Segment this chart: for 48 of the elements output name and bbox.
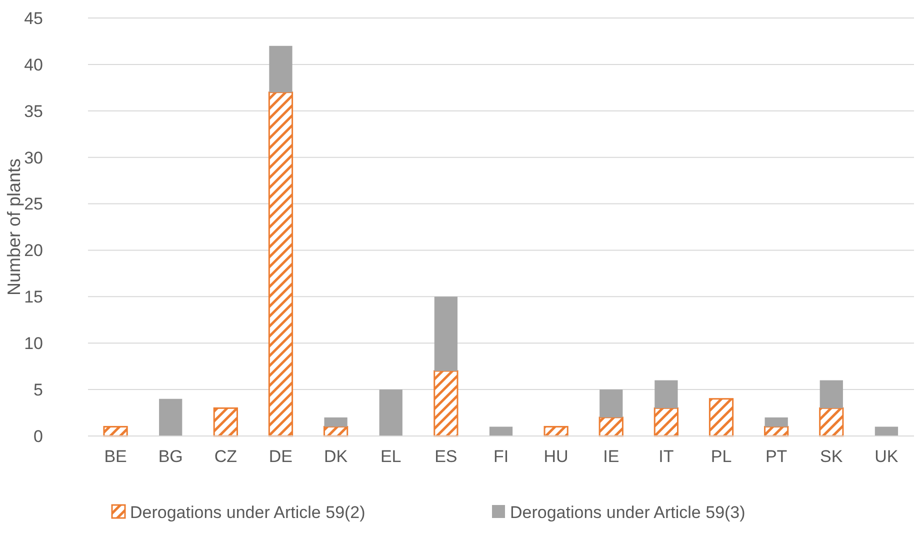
y-tick-label: 25 bbox=[24, 194, 43, 214]
bar bbox=[764, 417, 788, 427]
y-tick-label: 10 bbox=[24, 334, 43, 354]
x-tick-label: DK bbox=[324, 447, 348, 466]
bar bbox=[708, 398, 734, 437]
bar bbox=[434, 370, 458, 437]
bar bbox=[434, 296, 458, 371]
y-tick-label: 45 bbox=[24, 8, 43, 28]
y-tick-label: 5 bbox=[34, 380, 43, 400]
x-tick-label: HU bbox=[544, 447, 568, 466]
y-tick-label: 15 bbox=[24, 288, 43, 307]
bar bbox=[654, 407, 679, 437]
x-tick-label: IE bbox=[603, 447, 620, 466]
bar bbox=[379, 390, 402, 436]
bar bbox=[544, 426, 568, 437]
y-tick-label: 20 bbox=[24, 241, 43, 260]
x-tick-label: FI bbox=[493, 447, 509, 466]
bar bbox=[600, 390, 623, 418]
bar bbox=[103, 426, 128, 437]
x-tick-label: UK bbox=[874, 447, 899, 466]
x-tick-label: BE bbox=[104, 447, 127, 466]
y-tick-label: 35 bbox=[24, 102, 43, 121]
y-tick-label: 0 bbox=[34, 426, 43, 446]
legend-label: Derogations under Article 59(2) bbox=[130, 502, 366, 522]
bar bbox=[213, 407, 238, 437]
bar bbox=[654, 380, 678, 408]
x-tick-label: EL bbox=[380, 447, 402, 466]
bar bbox=[489, 426, 513, 436]
bar bbox=[820, 380, 843, 408]
x-tick-label: SK bbox=[820, 447, 844, 466]
bar bbox=[159, 398, 182, 436]
x-tick-label: ES bbox=[434, 447, 458, 466]
x-tick-label: BG bbox=[158, 447, 183, 466]
bar bbox=[324, 417, 348, 427]
y-axis-title: Number of plants bbox=[4, 158, 24, 296]
bar bbox=[874, 426, 898, 436]
y-tick-label: 40 bbox=[24, 55, 43, 74]
x-tick-label: CZ bbox=[214, 447, 238, 466]
bar bbox=[269, 46, 292, 92]
bar bbox=[819, 407, 844, 437]
bar bbox=[598, 416, 624, 437]
x-tick-label: DE bbox=[268, 447, 293, 466]
bar bbox=[268, 92, 294, 437]
legend-label: Derogations under Article 59(3) bbox=[510, 502, 746, 522]
x-tick-label: IT bbox=[658, 447, 674, 466]
y-tick-label: 30 bbox=[24, 148, 43, 168]
x-tick-label: PT bbox=[765, 447, 788, 466]
x-tick-label: PL bbox=[710, 447, 732, 466]
